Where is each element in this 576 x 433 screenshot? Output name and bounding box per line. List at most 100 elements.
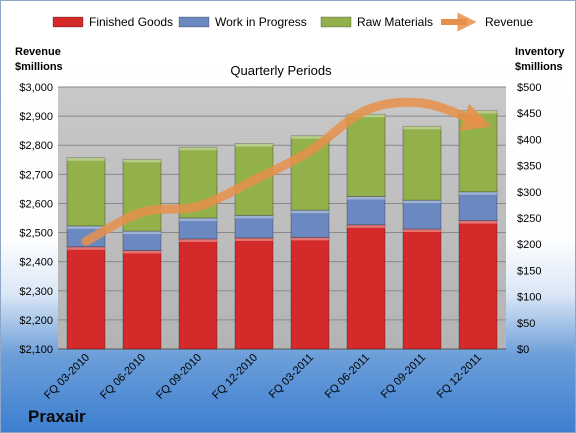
legend-swatch <box>320 16 352 28</box>
x-axis-tick-label: FQ 03-2010 <box>42 352 92 402</box>
bar-segment-group <box>178 238 218 350</box>
bar-segment-group <box>346 196 386 226</box>
left-axis-tick-label: $2,700 <box>19 169 53 181</box>
right-axis-tick-label: $250 <box>517 213 541 225</box>
bar-segment-highlight <box>291 135 329 139</box>
legend-label: Revenue <box>485 15 533 29</box>
left-axis-tick-label: $2,400 <box>19 257 53 269</box>
left-axis-tick-label: $2,100 <box>19 344 53 356</box>
bar-segment <box>178 238 218 350</box>
bar-segment-group <box>458 220 498 350</box>
bar-segment-highlight <box>179 218 217 221</box>
bar-segment-highlight <box>403 126 441 130</box>
bar-segment-highlight <box>123 250 161 254</box>
right-axis-title-line2: $millions <box>515 61 563 73</box>
bar-segment-group <box>290 209 330 238</box>
bar-segment <box>178 217 218 240</box>
bar-segment-group <box>346 224 386 350</box>
bar-segment <box>234 237 274 350</box>
bar-segment <box>458 191 498 222</box>
bar-segment-highlight <box>179 147 217 151</box>
legend-swatch <box>52 16 84 28</box>
bar-segment-group <box>402 125 442 201</box>
x-axis-tick-label: FQ 06-2010 <box>98 352 148 402</box>
x-axis-tick-label: FQ 09-2010 <box>154 352 204 402</box>
bar-segment <box>346 113 386 197</box>
bar-segment-group <box>458 191 498 222</box>
bar-segment <box>402 228 442 350</box>
bar-segment-highlight <box>347 224 385 228</box>
revenue-line <box>81 97 492 246</box>
left-axis-tick-label: $2,800 <box>19 140 53 152</box>
bar-segment-highlight <box>67 157 105 161</box>
bar-segment <box>402 125 442 201</box>
right-axis-ticks: $0 $50 $100 $150 $200 $250 $300 $350 $400 $450 $50… <box>517 82 541 356</box>
bar-segment-highlight <box>291 210 329 214</box>
bar-segment <box>290 236 330 350</box>
company-name: Praxair <box>28 407 86 426</box>
left-axis-tick-label: $3,000 <box>19 82 53 94</box>
bar-segment-group <box>122 230 162 251</box>
x-axis-tick-label: FQ 06-2011 <box>323 352 372 401</box>
legend-item: Finished Goods <box>52 15 173 29</box>
bar-segment-group <box>66 157 106 227</box>
right-axis-tick-label: $450 <box>517 108 541 120</box>
right-axis-tick-label: $200 <box>517 239 541 251</box>
bar-segment <box>122 250 162 350</box>
bar-segment-group <box>122 250 162 350</box>
right-axis-tick-label: $350 <box>517 161 541 173</box>
legend-item: Revenue <box>441 12 533 32</box>
legend-label: Work in Progress <box>215 15 307 29</box>
bar-segment-group <box>402 199 442 230</box>
x-axis-tick-label: FQ 03-2011 <box>267 352 316 401</box>
left-axis-tick-label: $2,900 <box>19 111 53 123</box>
right-axis-tick-label: $0 <box>517 344 529 356</box>
bar-segment <box>458 220 498 350</box>
bar-segment-highlight <box>235 143 273 147</box>
bar-segment-highlight <box>347 196 385 200</box>
bar-segment-highlight <box>123 159 161 163</box>
right-axis-tick-label: $50 <box>517 318 535 330</box>
bar-segment-group <box>402 228 442 350</box>
bars <box>66 110 498 350</box>
right-axis-tick-label: $500 <box>517 82 541 94</box>
x-axis-ticks: FQ 03-2010 FQ 06-2010 FQ 09-2010 FQ 12-2010… <box>42 352 484 402</box>
bar-segment-group <box>66 246 106 350</box>
bar-segment-highlight <box>403 200 441 204</box>
left-axis-tick-label: $2,500 <box>19 228 53 240</box>
bar-segment-highlight <box>403 229 441 233</box>
bar-segment-highlight <box>67 246 105 250</box>
left-axis-title-line1: Revenue <box>15 46 61 58</box>
bar-segment-group <box>346 113 386 197</box>
bar-segment <box>346 224 386 350</box>
x-axis-tick-label: FQ 12-2010 <box>210 352 260 402</box>
bar-segment <box>402 199 442 230</box>
right-axis-tick-label: $400 <box>517 134 541 146</box>
axis-titles: Revenue $millions Inventory $millions <box>15 46 565 73</box>
legend-label: Raw Materials <box>357 15 433 29</box>
legend-item: Raw Materials <box>320 15 433 29</box>
bar-segment <box>290 209 330 238</box>
bar-segment-highlight <box>235 237 273 241</box>
bar-segment <box>346 196 386 226</box>
legend-item: Work in Progress <box>178 15 307 29</box>
bar-segment-highlight <box>291 237 329 241</box>
right-axis-tick-label: $150 <box>517 265 541 277</box>
left-axis-tick-label: $2,200 <box>19 315 53 327</box>
bar-segment <box>66 246 106 350</box>
right-axis-tick-label: $300 <box>517 187 541 199</box>
bar-segment-group <box>234 237 274 350</box>
bar-segment <box>66 157 106 227</box>
bar-segment-highlight <box>235 215 273 219</box>
bar-segment-group <box>234 214 274 239</box>
bar-segment-group <box>290 236 330 350</box>
left-axis-ticks: $2,100 $2,200 $2,300 $2,400 $2,500 $2,600 $2,7… <box>19 82 53 356</box>
right-axis-title-line1: Inventory <box>515 46 565 58</box>
bar-segment-group <box>178 217 218 240</box>
x-axis-tick-label: FQ 09-2011 <box>379 352 428 401</box>
bar-segment-highlight <box>67 225 105 229</box>
x-axis-tick-label: FQ 12-2011 <box>435 352 484 401</box>
chart-title: Quarterly Periods <box>230 63 332 78</box>
